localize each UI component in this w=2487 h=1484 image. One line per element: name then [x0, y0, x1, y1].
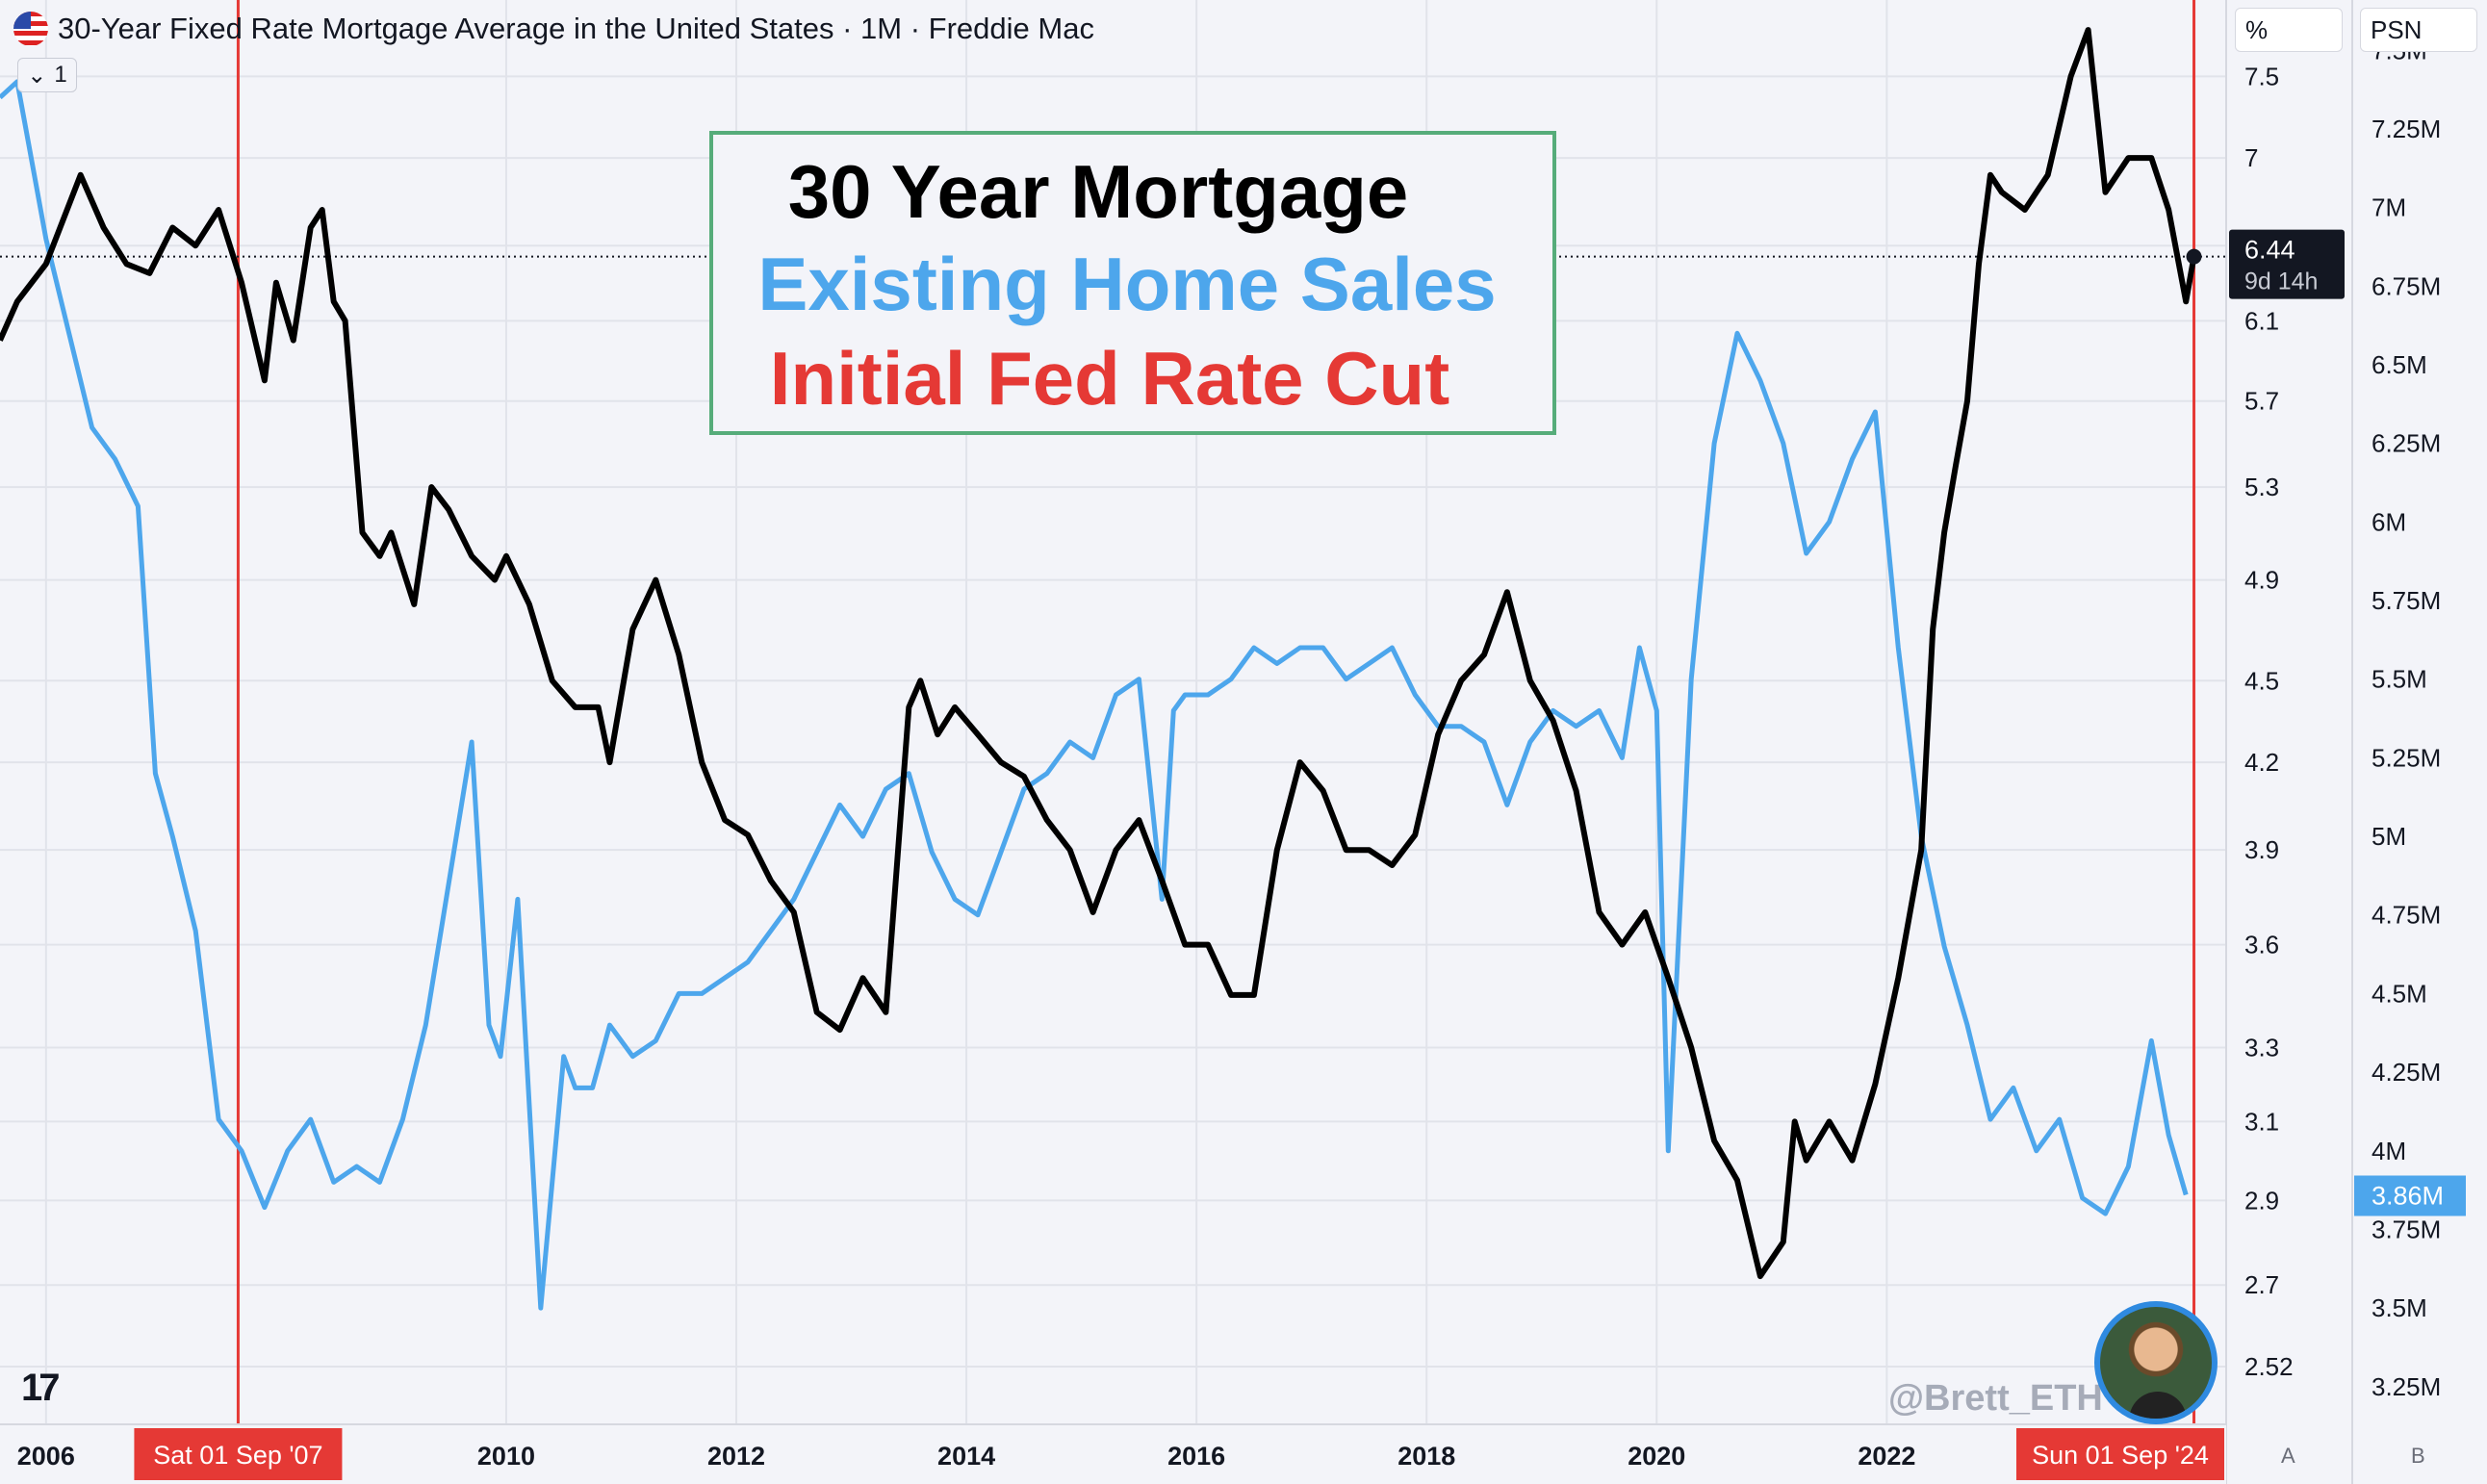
collapse-legend-button[interactable]: ⌄ 1 [17, 58, 77, 92]
auto-scale-label[interactable]: A [2281, 1444, 2295, 1468]
sales-value-label: 3.86M [2372, 1182, 2444, 1211]
mortgage-tick-label: 7 [2244, 143, 2258, 172]
author-watermark: @Brett_ETH [1888, 1378, 2103, 1419]
mortgage-value-label: 6.44 [2244, 236, 2295, 265]
mortgage-tick-label: 4.5 [2244, 666, 2279, 695]
mortgage-tick-label: 3.6 [2244, 931, 2279, 959]
mortgage-tick-label: 2.7 [2244, 1270, 2279, 1299]
fed-cut-date-badge [2016, 1428, 2224, 1480]
mortgage-tick-label: 4.9 [2244, 566, 2279, 595]
series-line-existing-home-sales [0, 79, 2189, 1311]
mortgage-tick-label: 7.5 [2244, 62, 2279, 90]
legend-home-sales: Existing Home Sales [757, 242, 1497, 326]
last-point-marker [2186, 248, 2202, 265]
sales-tick-label: 5.25M [2372, 743, 2441, 772]
psn-unit-label: PSN [2371, 14, 2423, 44]
sales-tick-label: 6M [2372, 507, 2406, 536]
mortgage-tick-label: 6.1 [2244, 306, 2279, 335]
sales-tick-label: 6.25M [2372, 429, 2441, 458]
sales-tick-label: 3.5M [2372, 1293, 2427, 1322]
mortgage-tick-label: 2.9 [2244, 1186, 2279, 1215]
x-tick-label: 2018 [1397, 1442, 1455, 1471]
right-scale-unit[interactable]: PSN [2360, 8, 2477, 52]
sales-tick-label: 7M [2372, 193, 2406, 222]
sales-value-badge [2354, 1175, 2466, 1216]
horizontal-grid [0, 75, 2226, 1369]
last-value-badges: 6.44 9d 14h 3.86M [2229, 229, 2466, 1216]
countdown-label: 9d 14h [2244, 269, 2318, 295]
sales-tick-label: 7.25M [2372, 115, 2441, 143]
sales-tick-label: 6.5M [2372, 350, 2427, 379]
x-tick-label: 2020 [1628, 1442, 1685, 1471]
mortgage-tick-label: 3.1 [2244, 1107, 2279, 1136]
sales-tick-label: 3.75M [2372, 1215, 2441, 1243]
tradingview-logo[interactable]: 17 [21, 1367, 60, 1409]
legend-fed-rate-cut: Initial Fed Rate Cut [769, 336, 1450, 421]
fed-cut-date-label: Sat 01 Sep '07 [153, 1441, 322, 1470]
fed-cut-date-badge [134, 1428, 343, 1480]
mortgage-value-badge [2229, 229, 2345, 299]
x-tick-label: 2014 [937, 1442, 995, 1471]
annotation-legend-box[interactable]: 30 Year Mortgage Existing Home Sales Ini… [709, 131, 1556, 435]
sales-tick-label: 5.75M [2372, 586, 2441, 615]
percent-unit-label: % [2245, 14, 2269, 44]
sales-tick-label: 3.25M [2372, 1372, 2441, 1401]
left-price-scale-panel[interactable] [2226, 0, 2352, 1484]
x-tick-label: 2006 [17, 1442, 75, 1471]
x-tick-label: 2016 [1167, 1442, 1225, 1471]
x-tick-label: 2012 [707, 1442, 765, 1471]
symbol-title[interactable]: 30-Year Fixed Rate Mortgage Average in t… [58, 12, 1094, 45]
chart-header: 30-Year Fixed Rate Mortgage Average in t… [13, 10, 1094, 48]
sales-tick-label: 4.75M [2372, 901, 2441, 930]
sales-tick-label: 6.75M [2372, 271, 2441, 300]
sales-tick-label: 5M [2372, 822, 2406, 851]
sales-tick-label: 4.25M [2372, 1058, 2441, 1087]
right-price-scale-panel[interactable] [2352, 0, 2487, 1484]
time-axis-ticks: 2006 2010 2012 2014 2016 2018 2020 2022 [17, 1442, 1916, 1471]
interval-count: 1 [54, 62, 67, 88]
sales-tick-label: 4M [2372, 1137, 2406, 1165]
scale-b-label[interactable]: B [2411, 1444, 2425, 1468]
x-tick-label: 2022 [1858, 1442, 1915, 1471]
sales-tick-label: 5.5M [2372, 665, 2427, 694]
left-scale-unit[interactable]: % [2235, 8, 2343, 52]
fed-rate-cut-lines [236, 0, 2196, 1424]
us-flag-icon [13, 12, 48, 46]
legend-mortgage: 30 Year Mortgage [787, 149, 1409, 234]
mortgage-tick-label: 5.3 [2244, 473, 2279, 501]
mortgage-tick-label: 2.52 [2244, 1352, 2294, 1381]
sales-tick-label: 4.5M [2372, 979, 2427, 1008]
mortgage-tick-label: 3.9 [2244, 835, 2279, 864]
chevron-down-icon: ⌄ [27, 62, 47, 89]
author-avatar [2094, 1301, 2218, 1424]
mortgage-tick-label: 5.7 [2244, 387, 2279, 416]
mortgage-tick-label: 3.3 [2244, 1034, 2279, 1062]
fed-cut-date-label: Sun 01 Sep '24 [2032, 1441, 2209, 1470]
fed-rate-cut-date-labels: Sat 01 Sep '07 Sun 01 Sep '24 [134, 1428, 2224, 1480]
x-tick-label: 2010 [477, 1442, 535, 1471]
series-line-30-year-mortgage [0, 27, 2197, 1280]
mortgage-tick-label: 4.2 [2244, 748, 2279, 777]
time-axis-panel[interactable] [0, 1424, 2226, 1484]
